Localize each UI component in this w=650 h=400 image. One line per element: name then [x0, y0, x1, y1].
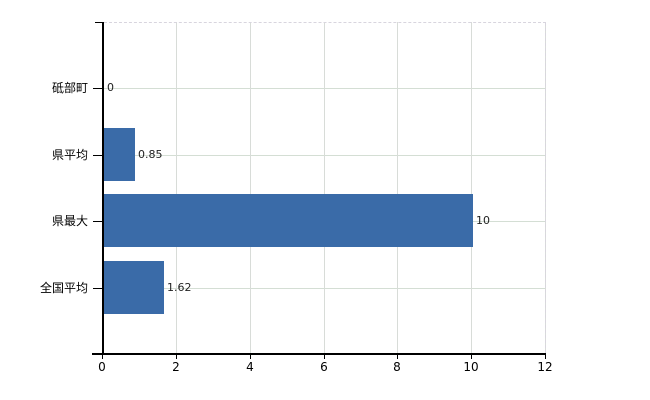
- x-tick-label: 2: [172, 360, 180, 374]
- vertical-gridline: [250, 22, 251, 353]
- y-axis: [102, 22, 104, 355]
- category-label: 県平均: [51, 148, 88, 162]
- x-axis-tick: [471, 355, 472, 359]
- category-tick: [93, 288, 102, 289]
- x-tick-label: 4: [246, 360, 254, 374]
- x-axis-tick: [545, 355, 546, 359]
- category-label: 全国平均: [39, 281, 88, 295]
- x-axis-tick: [176, 355, 177, 359]
- value-label: 1.62: [167, 281, 192, 294]
- category-tick: [93, 88, 102, 89]
- x-axis-tick: [250, 355, 251, 359]
- x-axis: [92, 353, 546, 355]
- x-tick-label: 12: [537, 360, 553, 374]
- vertical-gridline: [176, 22, 177, 353]
- vertical-gridline: [397, 22, 398, 353]
- x-tick-label: 6: [320, 360, 328, 374]
- vertical-gridline: [471, 22, 472, 353]
- plot-top-border: [104, 22, 546, 23]
- x-tick-label: 10: [463, 360, 479, 374]
- bar: [104, 194, 473, 247]
- bar: [104, 128, 135, 181]
- x-tick-label: 8: [393, 360, 401, 374]
- bar: [104, 261, 164, 314]
- y-axis-top-tick: [95, 22, 102, 23]
- x-axis-tick: [102, 355, 103, 359]
- x-axis-tick: [324, 355, 325, 359]
- category-tick: [93, 221, 102, 222]
- value-label: 0: [107, 81, 114, 94]
- category-label: 砥部町: [51, 81, 88, 95]
- x-axis-tick: [397, 355, 398, 359]
- category-tick: [93, 155, 102, 156]
- value-label: 10: [476, 214, 490, 227]
- vertical-gridline: [324, 22, 325, 353]
- x-tick-label: 0: [98, 360, 106, 374]
- value-label: 0.85: [138, 148, 163, 161]
- category-label: 県最大: [51, 214, 88, 228]
- plot-right-border: [545, 23, 546, 353]
